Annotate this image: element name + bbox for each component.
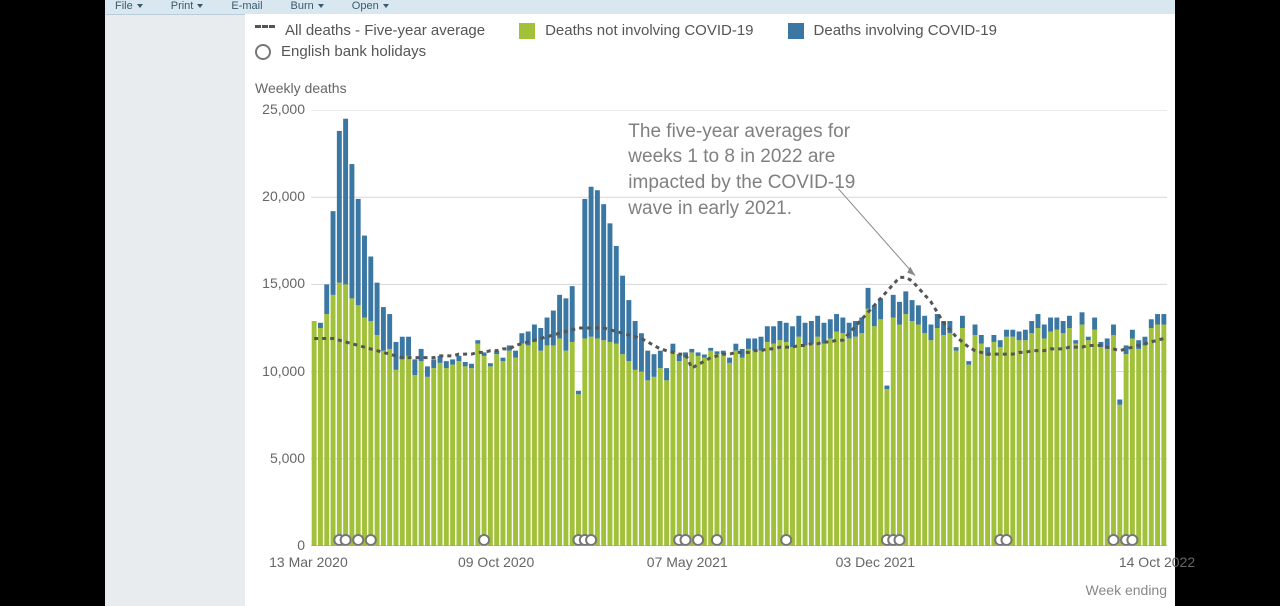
legend: All deaths - Five-year average Deaths no… [255, 22, 1165, 64]
viewer-window: File Print E-mail Burn Open All deaths -… [105, 0, 1175, 606]
menu-email[interactable]: E-mail [231, 0, 262, 12]
y-tick-label: 25,000 [245, 101, 305, 117]
y-axis-title: Weekly deaths [255, 80, 347, 96]
y-tick-label: 15,000 [245, 275, 305, 291]
legend-swatch-covid [788, 23, 804, 39]
x-tick-label: 14 Oct 2022 [1119, 554, 1195, 570]
legend-label: Deaths not involving COVID-19 [545, 22, 753, 39]
toolbar: File Print E-mail Burn Open [105, 0, 1175, 15]
chevron-down-icon [197, 4, 203, 8]
legend-swatch-noncovid [519, 23, 535, 39]
legend-label: Deaths involving COVID-19 [814, 22, 997, 39]
menu-burn[interactable]: Burn [291, 0, 324, 12]
y-tick-label: 20,000 [245, 188, 305, 204]
menu-file[interactable]: File [115, 0, 143, 12]
y-tick-label: 10,000 [245, 363, 305, 379]
legend-swatch-avg [255, 25, 275, 32]
x-axis-title: Week ending [1086, 582, 1167, 598]
x-tick-label: 03 Dec 2021 [836, 554, 915, 570]
x-tick-label: 09 Oct 2020 [458, 554, 534, 570]
chevron-down-icon [318, 4, 324, 8]
menu-print[interactable]: Print [171, 0, 204, 12]
chevron-down-icon [383, 4, 389, 8]
x-tick-label: 07 May 2021 [647, 554, 728, 570]
chevron-down-icon [137, 4, 143, 8]
chart-canvas: All deaths - Five-year average Deaths no… [245, 14, 1175, 606]
x-tick-label: 13 Mar 2020 [269, 554, 348, 570]
y-tick-label: 5,000 [245, 450, 305, 466]
legend-label: English bank holidays [281, 43, 426, 60]
legend-swatch-holiday [255, 44, 271, 60]
y-tick-label: 0 [245, 537, 305, 553]
annotation-text: The five-year averages for weeks 1 to 8 … [628, 119, 858, 222]
legend-label: All deaths - Five-year average [285, 22, 485, 39]
menu-open[interactable]: Open [352, 0, 389, 12]
